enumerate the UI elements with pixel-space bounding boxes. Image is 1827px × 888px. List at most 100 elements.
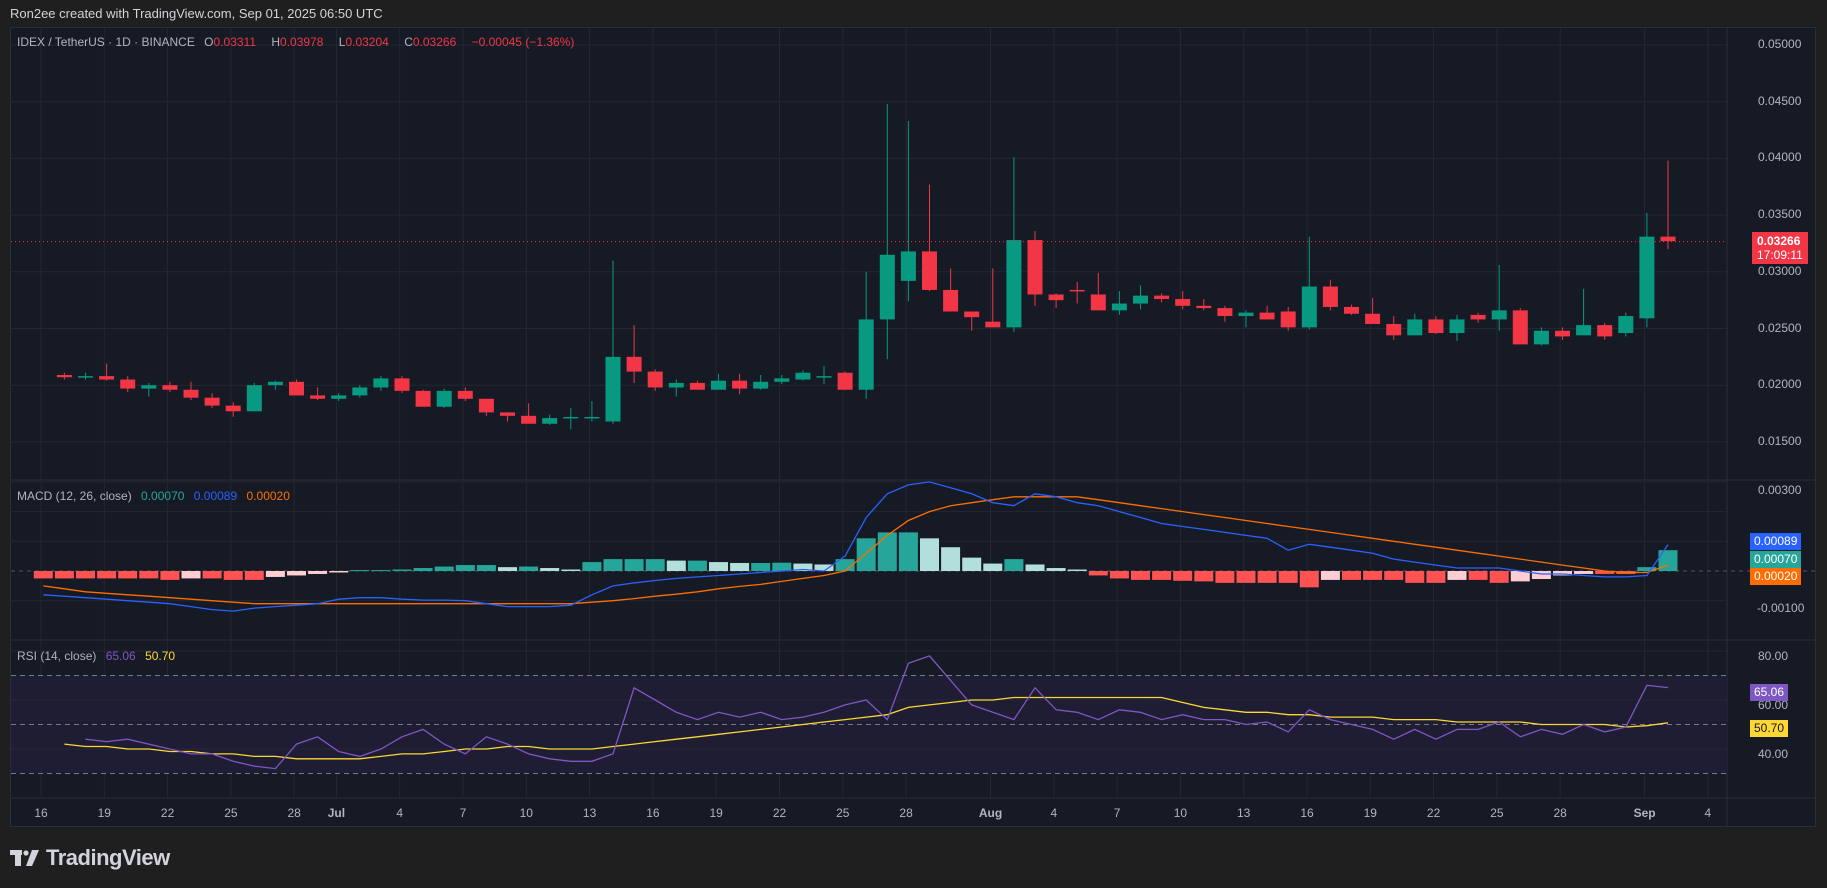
candle-body [985,321,1001,328]
macd-axis-top: 0.00300 [1758,483,1802,497]
candle-body [246,385,262,412]
macd-histogram-bar [1236,571,1256,583]
candle-body [1512,310,1528,345]
price-axis-label: 0.02500 [1758,320,1802,335]
macd-histogram-bar [1109,571,1129,579]
candle-body [1618,316,1634,334]
candle-body [78,376,93,378]
macd-histogram-bar [350,570,370,572]
macd-histogram-bar [308,571,328,574]
candle-body [1048,294,1064,301]
candle-body [1365,313,1381,324]
candle-body [1576,325,1592,336]
candle-body [753,381,769,389]
tradingview-logo-text: TradingView [46,845,170,870]
macd-histogram-bar [118,571,138,579]
low-value: L0.03204 [338,35,389,49]
macd-histogram-bar [498,567,517,571]
candle-body [1449,319,1465,334]
candle-body [1259,312,1275,320]
candle-body [331,395,347,399]
attribution-text: Ron2ee created with TradingView.com, Sep… [10,6,383,21]
candle-body [563,416,579,419]
macd-histogram-bar [1658,550,1678,571]
macd-signal-value: 0.00020 [246,489,290,503]
candle-body [120,379,136,389]
candle-body [310,395,326,399]
macd-histogram-bar [793,563,813,571]
macd-histogram-bar [1299,571,1319,588]
candle-body [289,381,304,396]
candle-body [352,387,368,396]
time-axis-label: Jul [327,806,346,820]
macd-histogram-bar [1025,564,1045,571]
close-value: C0.03266 [404,35,457,49]
macd-histogram-bar [1489,571,1509,583]
macd-histogram-bar [1173,571,1193,581]
time-axis-label: 22 [1426,806,1441,820]
macd-histogram-bar [751,562,771,571]
macd-histogram-bar [962,557,982,571]
tradingview-logo[interactable]: TradingView [10,845,170,871]
candle-body [668,382,684,388]
macd-histogram-bar [1046,568,1066,571]
symbol-legend[interactable]: IDEX / TetherUS · 1D · BINANCE O0.03311 … [17,35,580,49]
rsi-ma-line [64,696,1669,760]
price-axis-label: 0.03500 [1758,207,1802,222]
macd-histogram-bar [814,564,834,571]
macd-histogram-bar [244,571,264,580]
macd-histogram-bar [877,532,897,571]
time-axis-label: 25 [224,806,238,820]
macd-histogram-bar [561,569,581,571]
macd-histogram-bar [139,571,159,579]
macd-line-badge: 0.00089 [1750,533,1802,550]
rsi-line [85,655,1669,770]
macd-histogram-bar [687,560,707,571]
candle-body [1280,311,1296,328]
macd-histogram-bar [1278,571,1298,583]
macd-histogram-bar [519,566,539,571]
macd-histogram-bar [329,571,349,573]
candle-body [436,390,452,407]
macd-histogram-bar [1637,567,1657,571]
time-axis-label: Aug [978,806,1003,820]
candle-body [225,405,241,412]
candle-body [267,381,283,386]
bar-countdown: 17:09:11 [1757,248,1803,262]
time-axis-label: 13 [582,806,597,820]
macd-legend[interactable]: MACD (12, 26, close) 0.00070 0.00089 0.0… [17,489,296,503]
candle-body [415,390,431,407]
candle-body [689,382,705,390]
time-axis-label: 19 [709,806,723,820]
candle-body [1238,312,1254,317]
candle-body [1407,319,1423,336]
candle-body [1428,319,1444,334]
time-axis-label: 28 [287,806,301,820]
macd-histogram-bar [1426,571,1446,583]
macd-histogram-bar [1194,571,1214,582]
candle-body [774,378,790,382]
time-axis-label: 28 [1553,806,1567,820]
candle-body [922,251,937,290]
rsi-legend[interactable]: RSI (14, close) 65.06 50.70 [17,649,181,663]
macd-histogram-bar [1595,571,1615,574]
macd-line [43,481,1669,612]
macd-histogram-bar [265,571,285,577]
candle-body [542,418,558,424]
macd-histogram-bar [476,565,496,571]
candle-body [141,385,157,389]
candle-body [1491,310,1507,320]
rsi-value: 65.06 [105,649,136,663]
candle-body [1639,236,1655,319]
candle-body [204,397,220,406]
macd-histogram-bar [181,571,201,579]
candle-body [858,319,874,390]
candle-body [1069,289,1085,292]
price-axis-label: 0.04500 [1758,93,1802,108]
macd-axis-bottom: -0.00100 [1757,601,1805,615]
candle-body [1597,325,1613,337]
candle-body [711,380,726,390]
time-axis-label: 25 [836,806,850,820]
tradingview-logo-icon [10,850,39,866]
